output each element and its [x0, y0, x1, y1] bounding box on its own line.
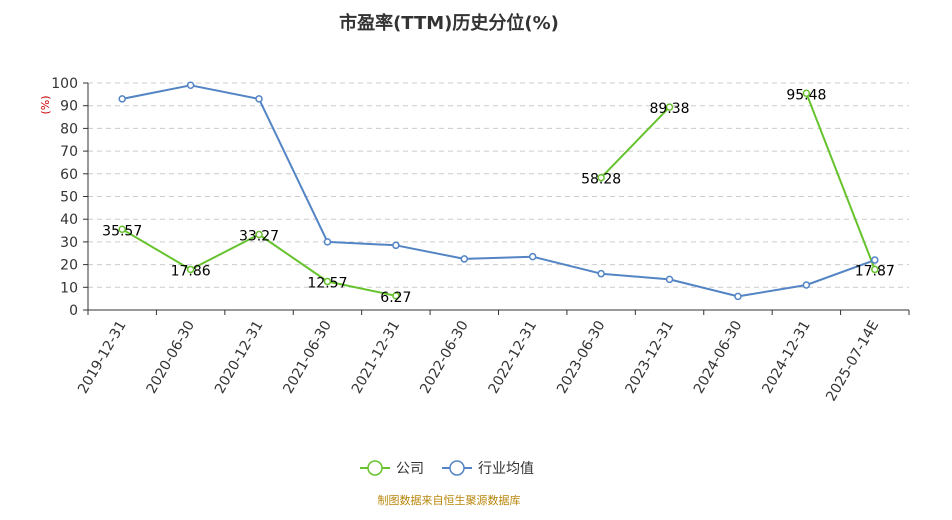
- data-label: 89.38: [649, 101, 689, 117]
- y-tick-label: 100: [51, 76, 78, 92]
- y-tick-label: 50: [60, 190, 78, 206]
- data-point-0[interactable]: [255, 230, 263, 239]
- x-tick-label: 2022-06-30: [417, 318, 472, 396]
- data-point-1[interactable]: [255, 95, 263, 103]
- series-line-1: [122, 84, 876, 298]
- data-label: 12.57: [307, 275, 347, 291]
- y-tick-label: 30: [60, 235, 78, 251]
- x-tick-label: 2024-06-30: [691, 318, 746, 396]
- x-tick-label: 2025-07-14E: [823, 318, 882, 404]
- data-point-0[interactable]: [597, 173, 605, 182]
- y-axis-unit-label: (%): [39, 95, 52, 114]
- data-point-1[interactable]: [186, 81, 195, 90]
- data-point-1[interactable]: [323, 238, 332, 246]
- data-label: 58.28: [581, 172, 621, 188]
- series-layer: [118, 81, 879, 301]
- data-point-1[interactable]: [118, 95, 126, 103]
- x-tick-label: 2019-12-31: [75, 318, 130, 396]
- legend-item-0[interactable]: 公司: [360, 460, 424, 477]
- x-tick-label: 2020-06-30: [144, 318, 199, 396]
- grid-layer: [88, 82, 909, 288]
- x-tick-label: 2024-12-31: [759, 318, 814, 396]
- y-tick-label: 40: [60, 212, 78, 228]
- data-point-1[interactable]: [734, 292, 742, 301]
- data-point-0[interactable]: [392, 292, 400, 300]
- y-tick-label: 80: [60, 121, 78, 137]
- legend-item-1[interactable]: 行业均值: [442, 460, 534, 477]
- axis-layer: 0 10 20 30 40 50 60 70 80 90 100 2019-12-31 2020-06-…: [51, 76, 910, 404]
- data-point-0[interactable]: [871, 265, 879, 274]
- data-label: 17.86: [171, 263, 211, 279]
- data-point-1[interactable]: [871, 256, 879, 264]
- data-label: 33.27: [239, 228, 279, 244]
- data-point-0[interactable]: [665, 103, 674, 111]
- y-tick-label: 90: [60, 99, 78, 115]
- y-tick-label: 60: [60, 167, 78, 183]
- x-tick-label: 2021-06-30: [280, 318, 335, 396]
- legend-label-1: 行业均值: [478, 461, 534, 477]
- data-label: 6.27: [380, 290, 411, 306]
- legend-marker-0: [367, 460, 383, 476]
- series-line-0: [805, 92, 876, 270]
- x-tick-label: 2023-12-31: [622, 318, 677, 396]
- data-point-1[interactable]: [802, 281, 811, 289]
- data-point-1[interactable]: [528, 252, 537, 261]
- data-point-0[interactable]: [802, 89, 811, 98]
- x-tick-label: 2023-06-30: [554, 318, 609, 396]
- y-tick-label: 20: [60, 258, 78, 274]
- legend-label-0: 公司: [396, 461, 424, 477]
- series-line-0: [600, 106, 671, 179]
- y-tick-label: 10: [60, 280, 78, 296]
- data-point-0[interactable]: [118, 225, 126, 234]
- y-tick-label: 0: [69, 303, 78, 319]
- data-label-layer: 35.57 17.86 33.27 12.57 6.27 58.28 89.38 95.48 1…: [102, 87, 895, 306]
- data-point-0[interactable]: [186, 265, 195, 274]
- x-tick-label: 2021-12-31: [349, 318, 404, 396]
- data-point-1[interactable]: [597, 269, 605, 278]
- y-tick-label: 70: [60, 144, 78, 160]
- legend-marker-1: [449, 460, 465, 476]
- data-point-1[interactable]: [392, 241, 400, 250]
- data-point-1[interactable]: [460, 255, 469, 263]
- data-source-note: 制图数据来自恒生聚源数据库: [378, 493, 521, 507]
- data-label: 95.48: [786, 87, 826, 103]
- data-point-0[interactable]: [323, 277, 332, 286]
- legend[interactable]: 公司 行业均值: [360, 460, 534, 477]
- x-tick-label: 2022-12-31: [486, 318, 541, 396]
- x-tick-label: 2020-12-31: [212, 318, 267, 396]
- data-label: 17.87: [855, 263, 895, 279]
- data-point-1[interactable]: [665, 275, 674, 284]
- data-label: 35.57: [102, 223, 142, 239]
- chart-title: 市盈率(TTM)历史分位(%): [339, 12, 559, 34]
